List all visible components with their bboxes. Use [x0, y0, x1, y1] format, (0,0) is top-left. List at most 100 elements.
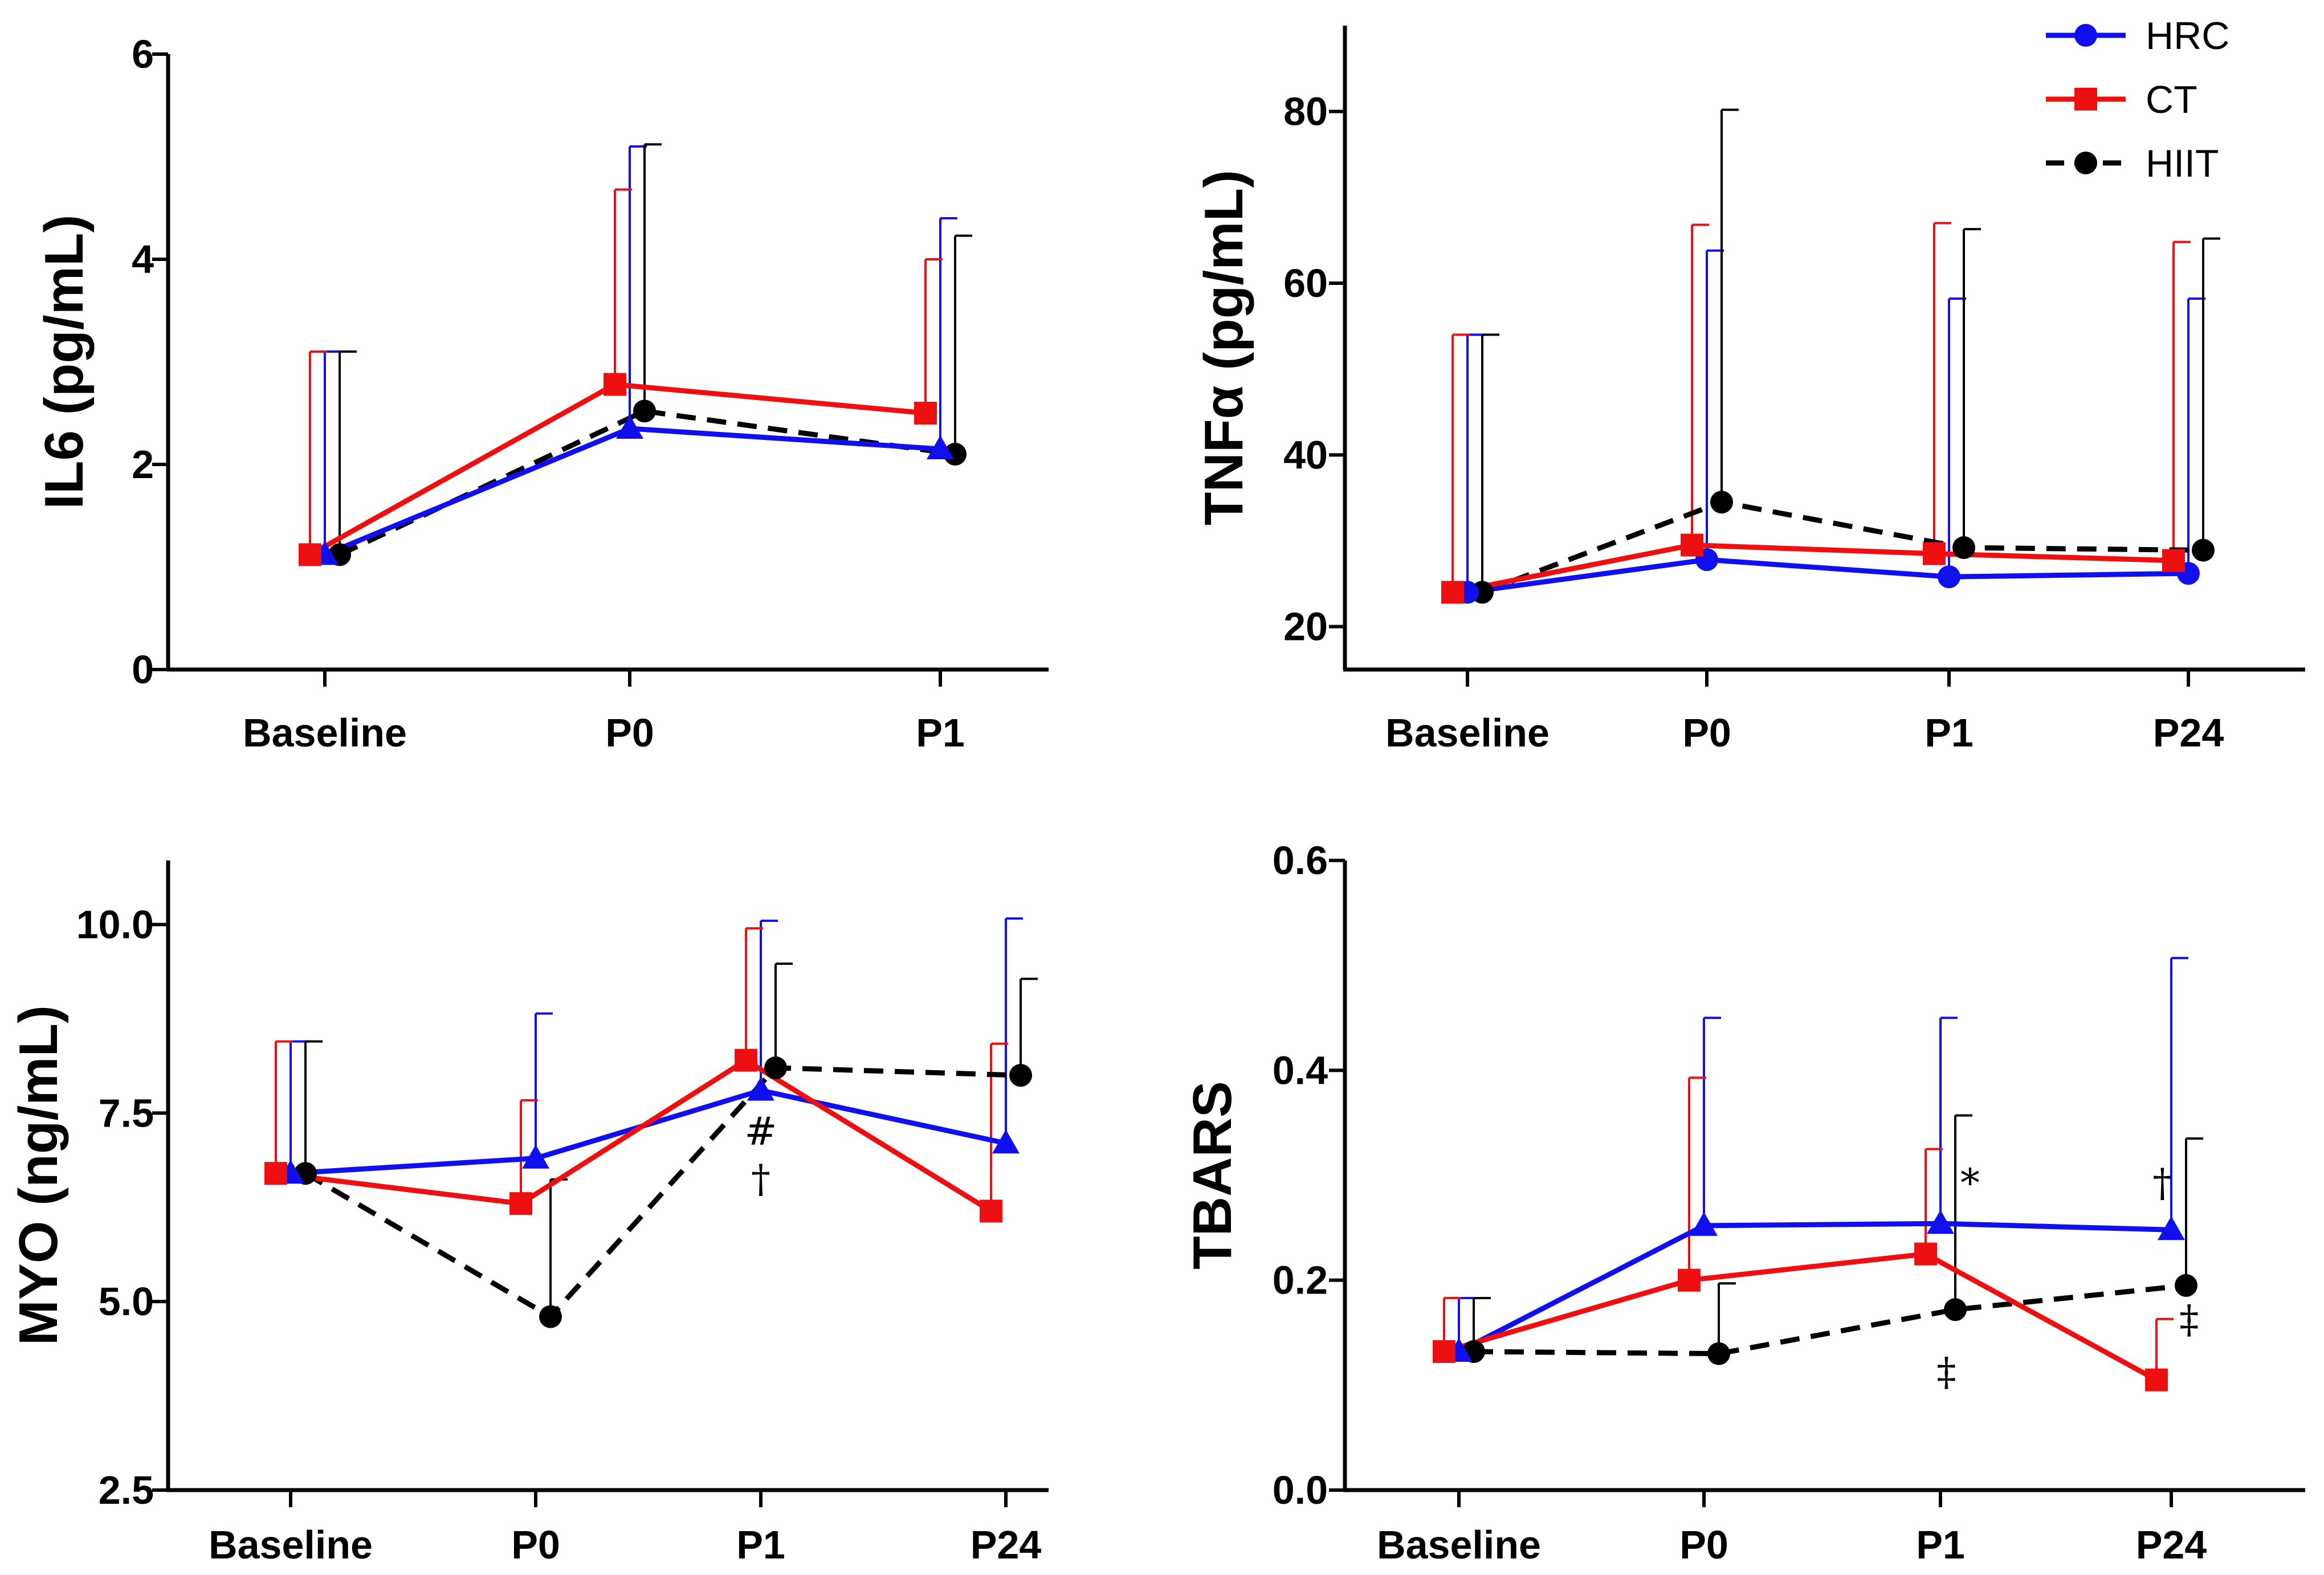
data-point-ct [1914, 1242, 1937, 1266]
x-tick-label: Baseline [209, 1523, 373, 1567]
data-point-hiit [1009, 1064, 1032, 1087]
y-tick-label: 40 [1283, 432, 1328, 477]
significance-mark: # [745, 1109, 777, 1154]
data-point-ct [264, 1162, 287, 1185]
y-tick-label: 6 [132, 32, 154, 76]
y-tick-label: 0.4 [1273, 1048, 1328, 1092]
data-point-ct [914, 402, 937, 425]
series-line-hrc [290, 1088, 1006, 1176]
data-point-hiit [1952, 536, 1975, 560]
data-point-hrc [1690, 1211, 1718, 1236]
data-point-hrc [616, 415, 643, 439]
data-point-hiit [539, 1305, 562, 1328]
series-line-ct [1443, 1251, 2158, 1382]
x-tick-label: P0 [1679, 1523, 1728, 1567]
legend-label-hrc: HRC [2146, 14, 2229, 58]
x-tick-label: P1 [736, 1523, 785, 1567]
data-point-hiit [2175, 1274, 2197, 1297]
series-line-ct [1452, 542, 2174, 595]
x-tick-label: P0 [511, 1523, 560, 1567]
y-axis-label: TBARS [1182, 1081, 1243, 1270]
significance-mark: * [1960, 1161, 1980, 1206]
y-tick-label: 7.5 [99, 1091, 154, 1135]
x-tick-label: P0 [605, 711, 654, 755]
y-tick-label: 0.2 [1273, 1258, 1328, 1303]
legend-marker-hrc [2074, 24, 2097, 47]
data-point-hiit [1707, 1342, 1730, 1365]
significance-mark: ‡ [2179, 1297, 2199, 1343]
data-point-ct [1681, 533, 1703, 557]
data-point-ct [2145, 1368, 2168, 1392]
legend-marker-ct [2074, 88, 2097, 111]
data-point-ct [1441, 581, 1464, 604]
y-axis-label: TNFα (pg/mL) [1193, 170, 1254, 525]
y-tick-label: 0.6 [1273, 838, 1328, 883]
legend-label-hiit: HIIT [2146, 142, 2219, 185]
y-tick-label: 2 [132, 442, 154, 487]
significance-mark: † [751, 1157, 770, 1202]
data-point-ct [509, 1192, 532, 1215]
data-point-hrc [1938, 565, 1960, 589]
x-tick-label: P24 [971, 1523, 1042, 1567]
x-tick-label: P0 [1682, 711, 1731, 755]
chart-myo: 2.5 5.0 7.5 10.0 Baseline P0 P1 P24 MYO (ng/mL) #… [8, 860, 1049, 1567]
data-point-hiit [944, 443, 967, 466]
data-point-hrc [522, 1144, 549, 1169]
y-tick-label: 60 [1283, 261, 1328, 305]
y-tick-label: 2.5 [99, 1468, 154, 1512]
series-line-hiit [1481, 499, 2204, 595]
significance-mark: † [2152, 1161, 2172, 1206]
x-tick-label: P24 [2153, 711, 2224, 755]
chart-il6: 0 2 4 6 Baseline P0 P1 IL6 (pg/mL) [34, 32, 1049, 755]
y-axis-label: IL6 (pg/mL) [34, 214, 95, 509]
data-point-hiit [764, 1056, 787, 1079]
x-tick-label: Baseline [1377, 1523, 1541, 1567]
data-point-ct [1678, 1268, 1701, 1292]
x-tick-label: P1 [916, 711, 965, 755]
data-point-hrc [1927, 1210, 1954, 1234]
x-tick-label: P1 [1925, 711, 1974, 755]
data-point-hiit [2192, 538, 2215, 562]
legend: HRC CT HIIT [2046, 14, 2229, 185]
data-point-ct [1923, 542, 1946, 565]
series-line-hiit [1473, 1283, 2187, 1357]
series-line-ct [308, 382, 926, 557]
significance-mark: ‡ [1936, 1350, 1956, 1395]
legend-label-ct: CT [2146, 78, 2197, 121]
series-line-hiit [304, 1065, 1021, 1320]
y-tick-label: 20 [1283, 605, 1328, 649]
data-point-ct [2162, 549, 2185, 572]
data-point-hrc [2158, 1216, 2185, 1241]
y-tick-label: 10.0 [76, 902, 154, 946]
data-point-hrc [927, 435, 954, 459]
y-tick-label: 4 [132, 237, 154, 281]
x-tick-label: P1 [1916, 1523, 1965, 1567]
data-point-hiit [1944, 1298, 1967, 1321]
chart-tnf: 20 40 60 80 Baseline P0 P1 P24 TNFα (pg/mL) [1193, 26, 2305, 755]
chart-tbars: 0.0 0.2 0.4 0.6 Baseline P0 P1 P24 TBARS * ‡ † ‡ [1182, 838, 2305, 1567]
series-line-ct [275, 1058, 993, 1214]
data-point-hrc [992, 1129, 1020, 1154]
y-tick-label: 0 [132, 647, 154, 692]
y-tick-label: 0.0 [1273, 1468, 1328, 1512]
data-point-ct [980, 1199, 1002, 1223]
y-axis-label: MYO (ng/mL) [8, 1005, 69, 1345]
data-point-ct [735, 1048, 757, 1072]
legend-marker-hiit [2074, 152, 2097, 174]
data-point-ct [604, 373, 626, 396]
data-point-ct [299, 543, 321, 566]
x-tick-label: Baseline [243, 711, 407, 755]
data-point-ct [1433, 1340, 1455, 1363]
y-tick-label: 5.0 [99, 1279, 154, 1324]
series-line-hrc [1457, 1221, 2172, 1354]
x-tick-label: P24 [2136, 1523, 2207, 1567]
data-point-hiit [1710, 491, 1733, 514]
series-line-hiit [339, 408, 956, 557]
data-point-hiit [633, 399, 656, 423]
data-point-hrc [747, 1076, 774, 1101]
series-line-hrc [324, 426, 941, 557]
y-tick-label: 80 [1283, 89, 1328, 134]
x-tick-label: Baseline [1385, 711, 1550, 755]
series-line-hrc [1467, 557, 2189, 595]
